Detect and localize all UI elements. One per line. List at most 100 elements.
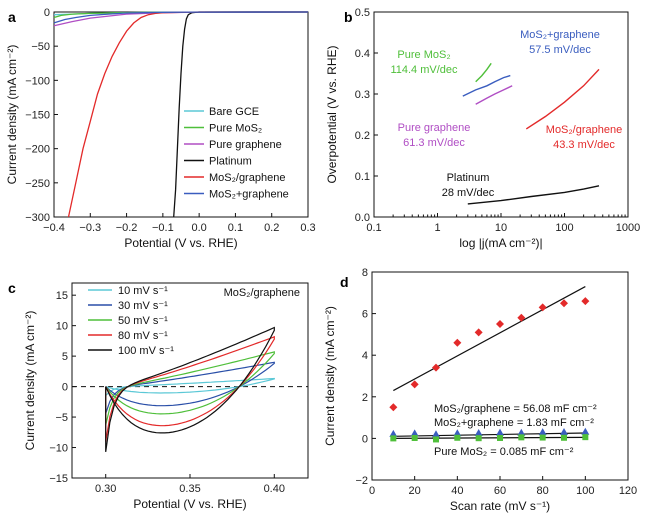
panel-d-point xyxy=(497,434,503,441)
panel-d-fit-label: MoS₂+graphene = 1.83 mF cm⁻² xyxy=(434,417,594,429)
panel-d-point xyxy=(518,434,525,441)
panel-d-y-tick-label: −2 xyxy=(355,475,368,487)
panel-b-y-tick-label: 0.3 xyxy=(355,89,370,101)
panel-d-x-tick-label: 20 xyxy=(409,485,421,497)
panel-a-x-tick-label: −0.1 xyxy=(152,222,174,234)
panel-d-point xyxy=(560,299,568,308)
panel-a-y-tick-label: −250 xyxy=(25,178,50,190)
panel-b-tafel-line xyxy=(467,185,600,205)
panel-a-legend-label: Pure MoS₂ xyxy=(209,123,262,135)
panel-a-x-tick-label: −0.2 xyxy=(116,222,138,234)
panel-b-plot-frame xyxy=(373,11,629,218)
panel-d-x-tick-label: 80 xyxy=(537,485,549,497)
panel-a-legend-label: Platinum xyxy=(209,156,252,168)
panel-d-fit-line xyxy=(393,436,586,439)
panel-d-point xyxy=(475,435,482,442)
panel-d-point xyxy=(433,436,439,443)
panel-c-x-tick-label: 0.35 xyxy=(179,483,200,495)
panel-d-point xyxy=(561,434,567,441)
panel-d-fit-line xyxy=(393,432,586,437)
panel-d-point xyxy=(538,428,547,436)
panel-a-y-axis-label: Current density (mA cm⁻²) xyxy=(5,45,19,185)
panel-a-series-line xyxy=(53,11,309,24)
panel-a-y-tick-label: −200 xyxy=(25,144,50,156)
panel-b-x-axis-label: log |j(mA cm⁻²)| xyxy=(459,236,542,250)
panel-b-y-axis-label: Overpotential (V vs. RHE) xyxy=(325,45,339,183)
panel-a-x-tick-label: 0.0 xyxy=(191,222,206,234)
panel-c-legend-label: 10 mV s⁻¹ xyxy=(118,285,168,297)
panel-a-legend-label: Bare GCE xyxy=(209,106,259,118)
panel-b-y-tick-label: 0.1 xyxy=(355,171,370,183)
panel-b-x-tick-label: 1000 xyxy=(616,222,640,234)
panel-a-y-tick-label: −50 xyxy=(31,41,50,53)
panel-d-point xyxy=(454,434,461,441)
panel-d-x-tick-label: 120 xyxy=(619,485,637,497)
panel-b-y-tick-label: 0.0 xyxy=(355,212,370,224)
panel-d-fit-line xyxy=(393,286,586,392)
panel-c-cv-loop xyxy=(105,377,275,398)
panel-d-point xyxy=(389,429,398,437)
panel-c-y-tick-label: 5 xyxy=(62,351,68,363)
panel-b-tafel-line xyxy=(525,68,600,130)
panel-c-cv-loop xyxy=(105,326,275,452)
panel-a-series-line xyxy=(53,11,309,27)
panel-c-y-tick-label: 10 xyxy=(56,321,68,333)
panel-c-cv-loop xyxy=(105,361,275,414)
panel-a-y-tick-label: −100 xyxy=(25,75,50,87)
panel-a-x-axis-label: Potential (V vs. RHE) xyxy=(124,236,237,250)
panel-d-point xyxy=(390,435,397,442)
panel-a-legend-label: MoS₂/graphene xyxy=(209,172,285,184)
panel-c-legend-label: 50 mV s⁻¹ xyxy=(118,315,168,327)
panel-a-legend-label: MoS₂+graphene xyxy=(209,189,289,201)
panel-d-point xyxy=(496,428,504,436)
panel-d-point xyxy=(582,434,589,441)
panel-b-tafel-line xyxy=(462,74,511,97)
panel-b-slope-label: 28 mV/dec xyxy=(442,187,495,199)
panel-d-point xyxy=(432,363,440,372)
panel-b-slope-label: 61.3 mV/dec xyxy=(403,137,465,149)
panel-c-legend-label: 100 mV s⁻¹ xyxy=(118,345,174,357)
panel-d-y-tick-label: 4 xyxy=(362,350,368,362)
panel-d-point xyxy=(517,428,526,436)
panel-c-y-tick-label: −15 xyxy=(49,473,68,485)
panel-c-x-tick-label: 0.30 xyxy=(95,483,116,495)
panel-b-letter: b xyxy=(344,9,353,25)
panel-c-letter: c xyxy=(8,280,16,296)
panel-a-x-tick-label: −0.4 xyxy=(43,222,65,234)
panel-b-y-tick-label: 0.5 xyxy=(355,7,370,19)
panel-d-point xyxy=(496,320,504,328)
panel-a-x-tick-label: 0.3 xyxy=(300,222,315,234)
panel-c-y-tick-label: −5 xyxy=(55,412,68,424)
panel-a-x-tick-label: 0.2 xyxy=(264,222,279,234)
panel-d-x-tick-label: 0 xyxy=(369,485,375,497)
panel-c-legend-label: 80 mV s⁻¹ xyxy=(118,330,168,342)
panel-d-point xyxy=(474,428,483,436)
panel-d-x-axis-label: Scan rate (mV s⁻¹) xyxy=(450,499,550,513)
panel-c-x-axis-label: Potential (V vs. RHE) xyxy=(133,497,246,511)
panel-a-x-tick-label: 0.1 xyxy=(228,222,243,234)
panel-b-slope-label: 114.4 mV/dec xyxy=(390,64,458,76)
panel-c-x-tick-label: 0.40 xyxy=(264,483,285,495)
panel-d-fit-label: Pure MoS₂ = 0.085 mF cm⁻² xyxy=(434,446,574,458)
panel-d-y-tick-label: 6 xyxy=(362,309,368,321)
panel-d-fit-label: MoS₂/graphene = 56.08 mF cm⁻² xyxy=(434,403,597,415)
panel-c-cv-loop xyxy=(105,335,275,442)
panel-a-legend-label: Pure graphene xyxy=(209,139,282,151)
panel-d-x-tick-label: 100 xyxy=(576,485,594,497)
panel-b-series-name: Pure MoS₂ xyxy=(397,49,450,61)
panel-d-point xyxy=(453,429,462,437)
panel-b-x-tick-label: 1 xyxy=(434,222,440,234)
panel-b-x-tick-label: 100 xyxy=(555,222,573,234)
panel-b-series-name: MoS₂/graphene xyxy=(546,124,622,136)
panel-d-letter: d xyxy=(340,274,349,290)
panel-a-chart: −0.4 −0.3 −0.2 −0.1 0.0 0.1 0.2 0.3 0 −50 −100 −150… xyxy=(5,7,316,250)
panel-d-y-axis-label: Current density (mA cm⁻²) xyxy=(323,306,337,446)
panel-a-letter: a xyxy=(8,9,16,25)
panel-b-x-tick-label: 0.1 xyxy=(366,222,381,234)
panel-a-series-line xyxy=(67,11,308,218)
panel-b-slope-label: 57.5 mV/dec xyxy=(529,44,591,56)
panel-c-title: MoS₂/graphene xyxy=(224,287,300,299)
panel-d-point xyxy=(411,434,418,441)
